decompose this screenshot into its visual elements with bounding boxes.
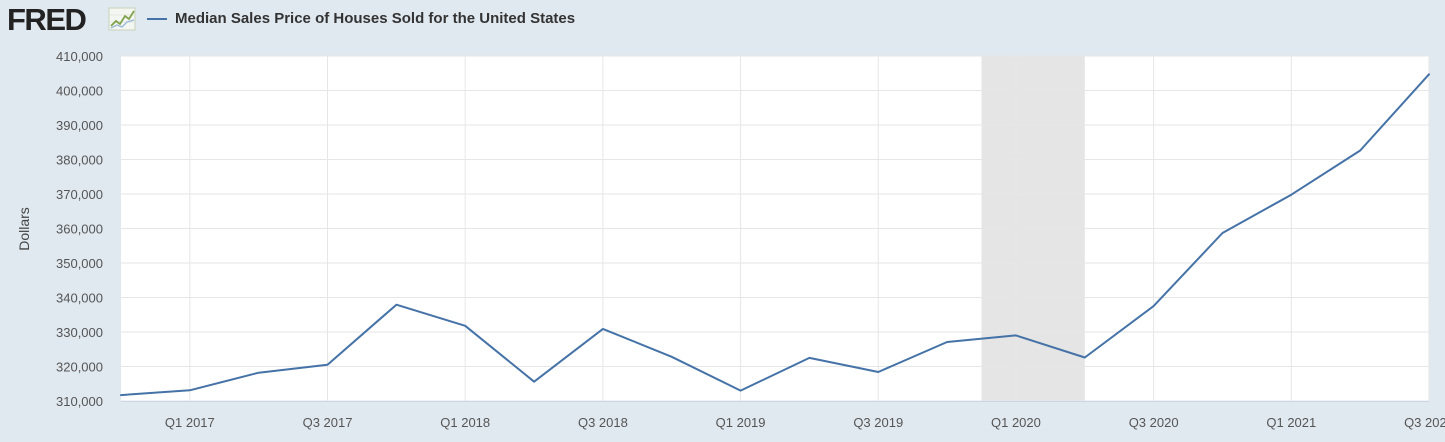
y-tick-label: 370,000 (56, 187, 103, 202)
x-tick-label: Q1 2017 (165, 415, 215, 430)
line-chart: 310,000 320,000 330,000 340,000 350,000 360,0… (16, 49, 1445, 430)
x-tick-label: Q1 2018 (440, 415, 490, 430)
y-axis-label: Dollars (16, 207, 32, 251)
y-tick-label: 310,000 (56, 394, 103, 409)
y-tick-label: 400,000 (56, 84, 103, 99)
y-tick-label: 320,000 (56, 360, 103, 375)
x-axis: Q1 2017 Q3 2017 Q1 2018 Q3 2018 Q1 2019 Q3 20… (121, 401, 1445, 430)
x-tick-label: Q1 2021 (1266, 415, 1316, 430)
y-tick-label: 360,000 (56, 222, 103, 237)
legend-swatch (147, 18, 167, 20)
y-tick-label: 390,000 (56, 118, 103, 133)
y-tick-label: 330,000 (56, 325, 103, 340)
y-axis: 310,000 320,000 330,000 340,000 350,000 360,0… (56, 49, 103, 409)
x-tick-label: Q1 2020 (991, 415, 1041, 430)
x-tick-label: Q3 2020 (1129, 415, 1179, 430)
y-tick-label: 380,000 (56, 153, 103, 168)
x-tick-label: Q3 2018 (578, 415, 628, 430)
y-tick-label: 340,000 (56, 291, 103, 306)
x-tick-label: Q3 2021 (1404, 415, 1445, 430)
x-tick-label: Q3 2019 (853, 415, 903, 430)
y-tick-label: 350,000 (56, 256, 103, 271)
legend-label[interactable]: Median Sales Price of Houses Sold for th… (175, 10, 576, 27)
x-tick-label: Q3 2017 (303, 415, 353, 430)
x-tick-label: Q1 2019 (716, 415, 766, 430)
y-tick-label: 410,000 (56, 49, 103, 64)
chart-header: FRED Median Sales Price of Houses Sold f… (0, 0, 1445, 42)
fred-logo[interactable]: FRED (7, 2, 87, 37)
series-layer (120, 73, 1430, 397)
series-line (120, 73, 1430, 397)
line-chart-icon (108, 7, 136, 31)
chart-area: 310,000 320,000 330,000 340,000 350,000 360,0… (0, 42, 1445, 437)
